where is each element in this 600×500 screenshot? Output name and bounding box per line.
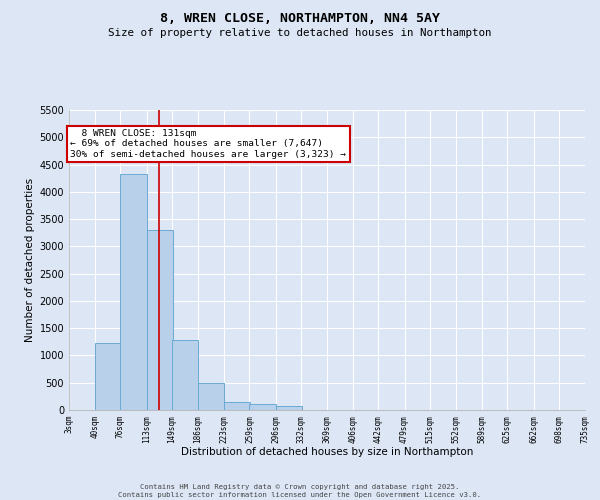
Y-axis label: Number of detached properties: Number of detached properties xyxy=(25,178,35,342)
Bar xyxy=(121,174,146,410)
Text: Size of property relative to detached houses in Northampton: Size of property relative to detached ho… xyxy=(108,28,492,38)
Bar xyxy=(250,404,275,410)
Text: 8 WREN CLOSE: 131sqm
← 69% of detached houses are smaller (7,647)
30% of semi-de: 8 WREN CLOSE: 131sqm ← 69% of detached h… xyxy=(70,129,346,159)
Text: Contains HM Land Registry data © Crown copyright and database right 2025.
Contai: Contains HM Land Registry data © Crown c… xyxy=(118,484,482,498)
Bar xyxy=(198,384,224,410)
X-axis label: Distribution of detached houses by size in Northampton: Distribution of detached houses by size … xyxy=(181,447,473,457)
Bar xyxy=(146,230,173,410)
Bar xyxy=(224,402,250,410)
Text: 8, WREN CLOSE, NORTHAMPTON, NN4 5AY: 8, WREN CLOSE, NORTHAMPTON, NN4 5AY xyxy=(160,12,440,26)
Bar xyxy=(95,344,121,410)
Bar xyxy=(275,406,302,410)
Bar xyxy=(172,340,198,410)
